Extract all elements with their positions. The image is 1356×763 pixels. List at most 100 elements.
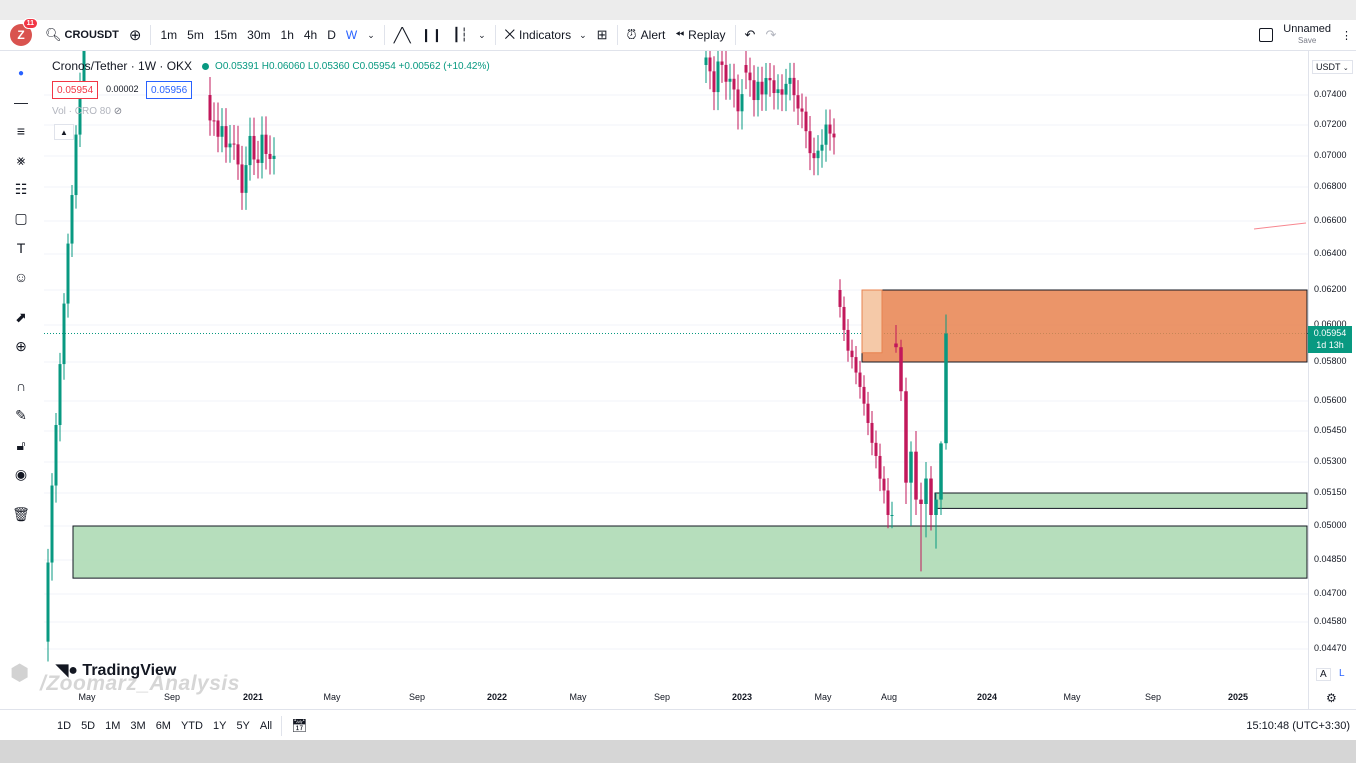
- undo-button[interactable]: ↶: [740, 20, 761, 50]
- time-tick-label: May: [569, 692, 587, 702]
- range-ytd[interactable]: YTD: [180, 719, 203, 732]
- interval-15m[interactable]: 15m: [213, 28, 238, 42]
- time-tick-label: Sep: [1144, 692, 1162, 702]
- alarm-clock-icon: ⏰︎: [626, 27, 637, 42]
- candle-body: [82, 32, 86, 82]
- compare-button[interactable]: ⊕: [124, 20, 147, 50]
- candle-body: [890, 515, 894, 516]
- trash-icon[interactable]: 🗑︎: [12, 505, 30, 522]
- time-tick-label: 2024: [976, 692, 998, 702]
- candle-body: [846, 329, 850, 351]
- range-3m[interactable]: 3M: [130, 719, 146, 732]
- auto-scale-button[interactable]: A: [1316, 668, 1331, 681]
- candle-body: [220, 126, 224, 137]
- interval-30m[interactable]: 30m: [247, 28, 271, 42]
- lock-icon[interactable]: 🔓︎: [16, 436, 26, 453]
- collapse-legend-button[interactable]: ▲: [54, 124, 74, 140]
- candle-body: [54, 424, 58, 486]
- interval-1m[interactable]: 1m: [160, 28, 178, 42]
- price-tick-label: 0.04850: [1314, 554, 1347, 564]
- interval-4h[interactable]: 4h: [303, 28, 318, 42]
- redo-button[interactable]: ↷: [760, 20, 781, 50]
- fib-retracement-icon[interactable]: ≡: [16, 123, 26, 139]
- price-tick-label: 0.05150: [1314, 487, 1347, 497]
- lock-drawing-icon[interactable]: ✎: [15, 406, 27, 423]
- alert-button[interactable]: ⏰︎ Alert: [622, 20, 671, 50]
- range-5y[interactable]: 5Y: [236, 719, 250, 732]
- goto-date-button[interactable]: 📅︎: [286, 718, 313, 734]
- price-tick-label: 0.05000: [1314, 520, 1347, 530]
- indicators-icon: ⨉: [504, 27, 516, 42]
- price-tick-label: 0.07200: [1314, 119, 1347, 129]
- range-1m[interactable]: 1M: [105, 719, 121, 732]
- chart-type-dropdown[interactable]: ⌄: [473, 20, 491, 50]
- candle-body: [244, 165, 248, 193]
- text-icon[interactable]: T: [16, 240, 26, 256]
- time-axis[interactable]: May Sep 2021 May Sep 2022 May Sep 2023 May Aug 2024…: [44, 688, 1308, 708]
- candle-body: [264, 134, 268, 154]
- eye-icon[interactable]: ◉: [14, 465, 28, 482]
- bar-chart-type-button[interactable]: ┃┆: [447, 20, 473, 50]
- candle-body: [764, 78, 768, 95]
- interval-1h[interactable]: 1h: [280, 28, 294, 42]
- interval-w[interactable]: W: [345, 28, 358, 42]
- layout-save-label: Save: [1298, 36, 1317, 45]
- pattern-icon[interactable]: ⨳: [16, 151, 26, 168]
- candle-body: [842, 306, 846, 330]
- user-avatar[interactable]: Z 11: [10, 18, 38, 46]
- candle-body: [784, 83, 788, 95]
- forecast-icon[interactable]: ☷: [14, 180, 28, 197]
- range-all[interactable]: All: [259, 719, 273, 732]
- time-tick-label: 2023: [731, 692, 753, 702]
- symbol-search[interactable]: 🔍︎ CROUSDT: [40, 20, 124, 50]
- range-1y[interactable]: 1Y: [212, 719, 227, 732]
- time-tick-label: Sep: [163, 692, 181, 702]
- settings-gear-icon[interactable]: ⚙: [1326, 691, 1337, 705]
- author-watermark-icon: ⬢: [10, 660, 30, 685]
- range-5d[interactable]: 5D: [81, 719, 96, 732]
- candle-body: [788, 77, 792, 84]
- more-vertical-icon: ⋮: [1341, 29, 1352, 42]
- time-tick-label: May: [814, 692, 832, 702]
- indicators-button[interactable]: ⨉ Indicators ⌄: [500, 20, 592, 50]
- candle-chart-type-button[interactable]: ❙❙: [416, 20, 448, 50]
- clock[interactable]: 15:10:48 (UTC+3:30): [1246, 719, 1350, 732]
- line-chart-type-button[interactable]: ╱╲: [389, 20, 416, 50]
- demand-zone: [72, 525, 1308, 579]
- candle-body: [62, 303, 66, 365]
- log-scale-button[interactable]: L: [1339, 668, 1345, 679]
- range-6m[interactable]: 6M: [155, 719, 171, 732]
- candle-body: [212, 120, 216, 122]
- supply-zone-origin: [861, 289, 883, 354]
- magnet-icon[interactable]: ∩: [15, 378, 27, 394]
- price-tick-label: 0.04580: [1314, 616, 1347, 626]
- interval-dropdown[interactable]: ⌄: [362, 20, 380, 50]
- zoom-icon[interactable]: ⊕: [15, 337, 27, 354]
- interval-5m[interactable]: 5m: [187, 28, 204, 42]
- price-tick-label: 0.04700: [1314, 588, 1347, 598]
- interval-d[interactable]: D: [327, 28, 336, 42]
- candle-body: [66, 243, 70, 304]
- time-tick-label: 2021: [242, 692, 264, 702]
- templates-button[interactable]: ⊞: [592, 20, 613, 50]
- range-1d[interactable]: 1D: [57, 719, 72, 732]
- shapes-icon[interactable]: ▢: [14, 209, 28, 226]
- more-button[interactable]: ⋮: [1336, 20, 1356, 50]
- sell-price-box[interactable]: 0.05954: [52, 81, 99, 99]
- ruler-icon[interactable]: ⬈: [15, 308, 27, 325]
- price-tick-label: 0.06200: [1314, 284, 1347, 294]
- chart-pane[interactable]: [44, 0, 1308, 709]
- price-chart[interactable]: [44, 0, 1308, 709]
- crosshair-icon[interactable]: ●: [17, 67, 25, 79]
- eye-off-icon[interactable]: ⊘: [113, 106, 123, 117]
- buy-price-box[interactable]: 0.05956: [146, 81, 193, 99]
- chevron-down-icon: ⌄: [478, 29, 486, 40]
- replay-button[interactable]: ⏪︎ Replay: [670, 20, 730, 50]
- price-axis[interactable]: USDT ⌄ 0.07400 0.07200 0.07000 0.06800 0.066…: [1308, 51, 1356, 709]
- trend-line-icon[interactable]: —: [14, 94, 28, 110]
- candle-body: [850, 350, 854, 358]
- emoji-icon[interactable]: ☺: [13, 269, 29, 285]
- layout-button[interactable]: Unnamed Save: [1254, 20, 1336, 50]
- currency-selector[interactable]: USDT ⌄: [1312, 60, 1353, 74]
- legend-title[interactable]: Cronos/Tether · 1W · OKX: [52, 59, 193, 73]
